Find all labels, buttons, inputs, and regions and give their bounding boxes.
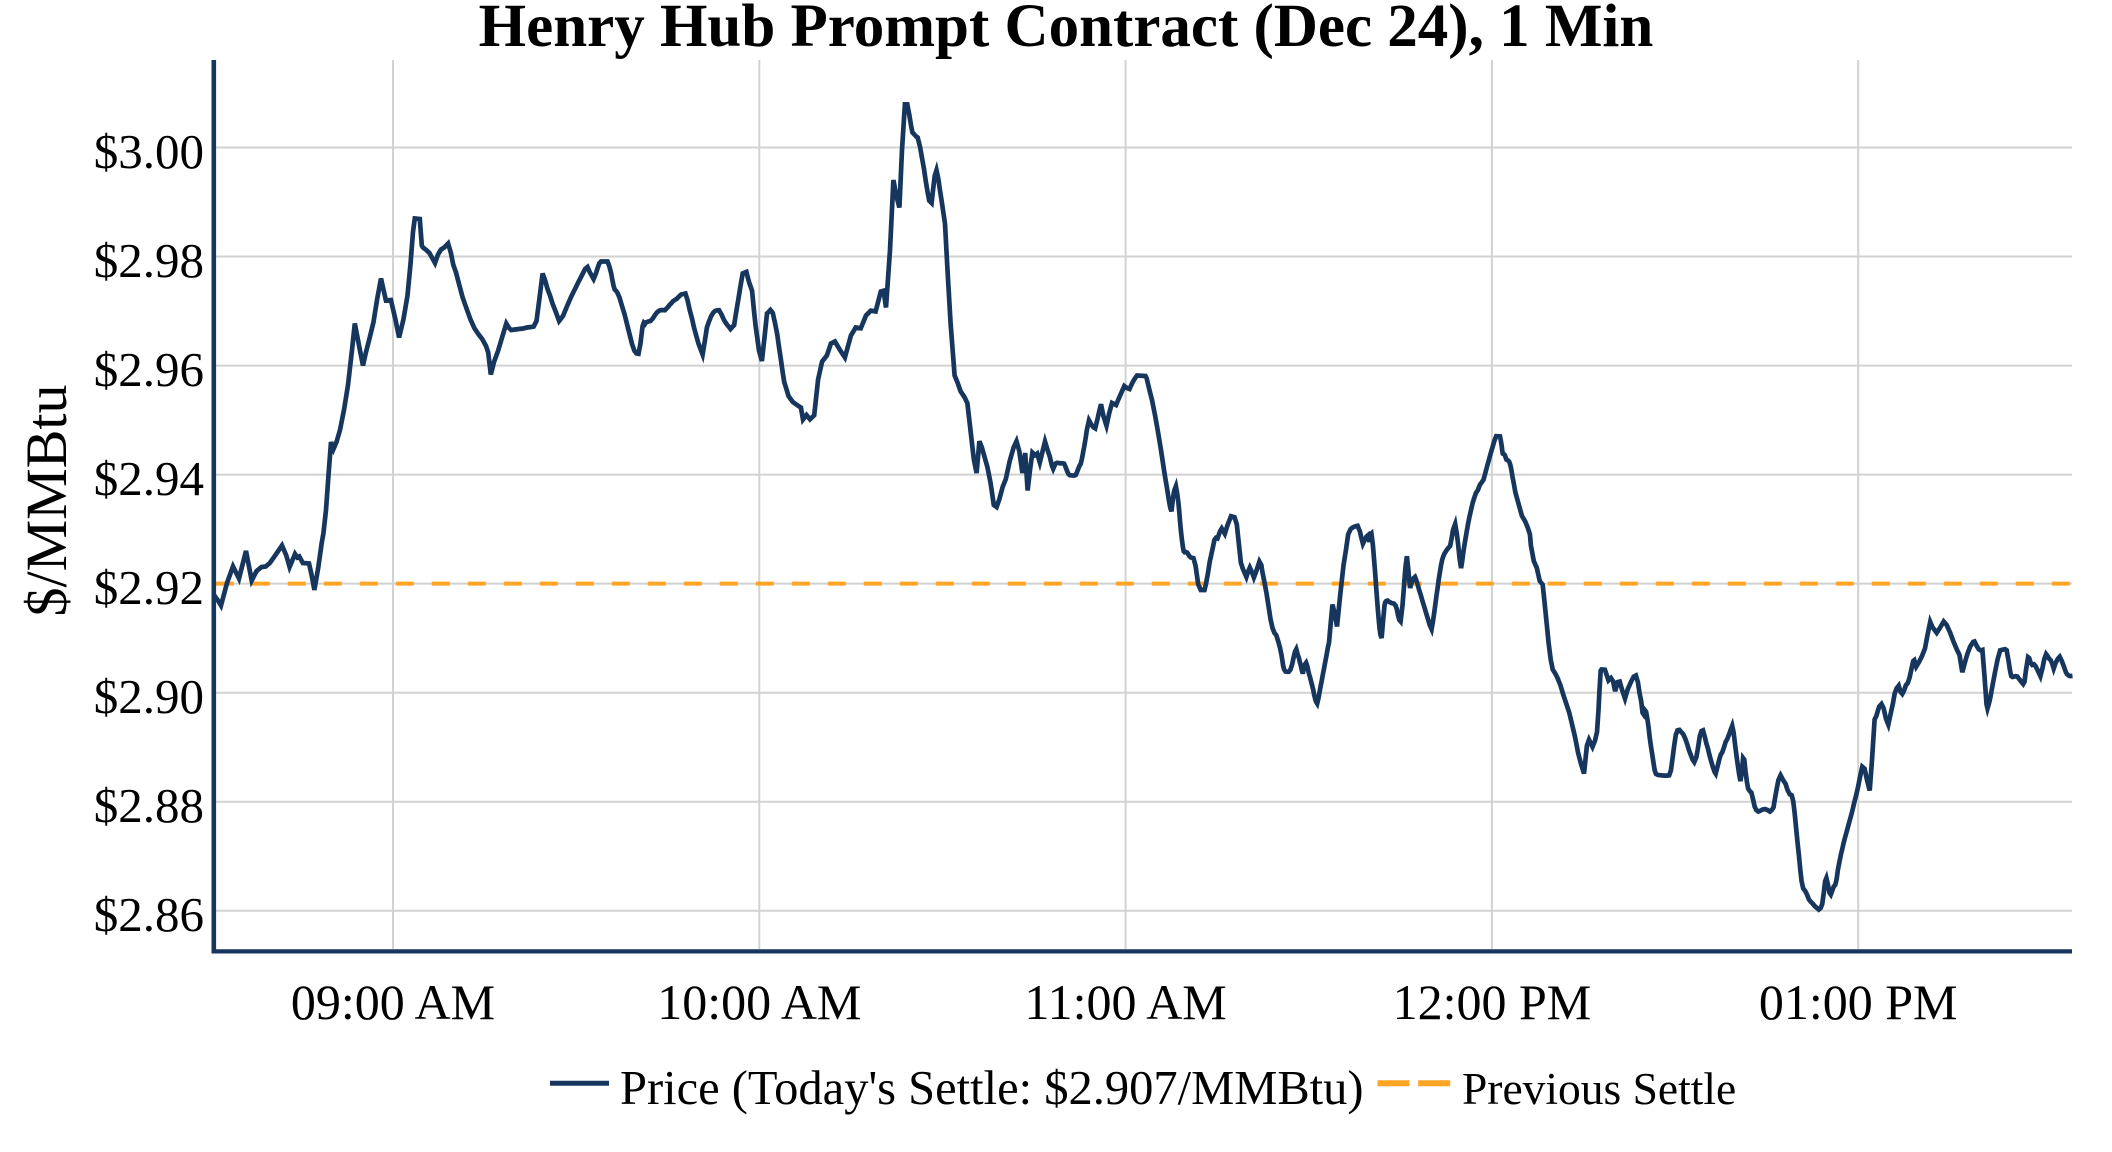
svg-text:$2.86: $2.86 bbox=[94, 887, 204, 942]
svg-text:$2.92: $2.92 bbox=[94, 560, 204, 615]
svg-text:10:00 AM: 10:00 AM bbox=[657, 974, 861, 1030]
svg-text:01:00 PM: 01:00 PM bbox=[1759, 974, 1958, 1030]
svg-text:Price (Today's Settle: $2.907/: Price (Today's Settle: $2.907/MMBtu) bbox=[620, 1062, 1364, 1115]
svg-text:$2.98: $2.98 bbox=[94, 233, 204, 288]
svg-text:Henry Hub Prompt Contract (Dec: Henry Hub Prompt Contract (Dec 24), 1 Mi… bbox=[479, 0, 1654, 60]
svg-text:$3.00: $3.00 bbox=[94, 124, 204, 179]
svg-text:11:00 AM: 11:00 AM bbox=[1024, 974, 1226, 1030]
svg-text:09:00 AM: 09:00 AM bbox=[291, 974, 495, 1030]
svg-text:$2.88: $2.88 bbox=[94, 778, 204, 833]
svg-text:$2.94: $2.94 bbox=[94, 451, 204, 506]
svg-text:$2.90: $2.90 bbox=[94, 669, 204, 724]
svg-text:$2.96: $2.96 bbox=[94, 342, 204, 397]
svg-text:12:00 PM: 12:00 PM bbox=[1393, 974, 1592, 1030]
svg-text:$/MMBtu: $/MMBtu bbox=[14, 384, 79, 616]
svg-text:Previous Settle: Previous Settle bbox=[1462, 1063, 1736, 1114]
